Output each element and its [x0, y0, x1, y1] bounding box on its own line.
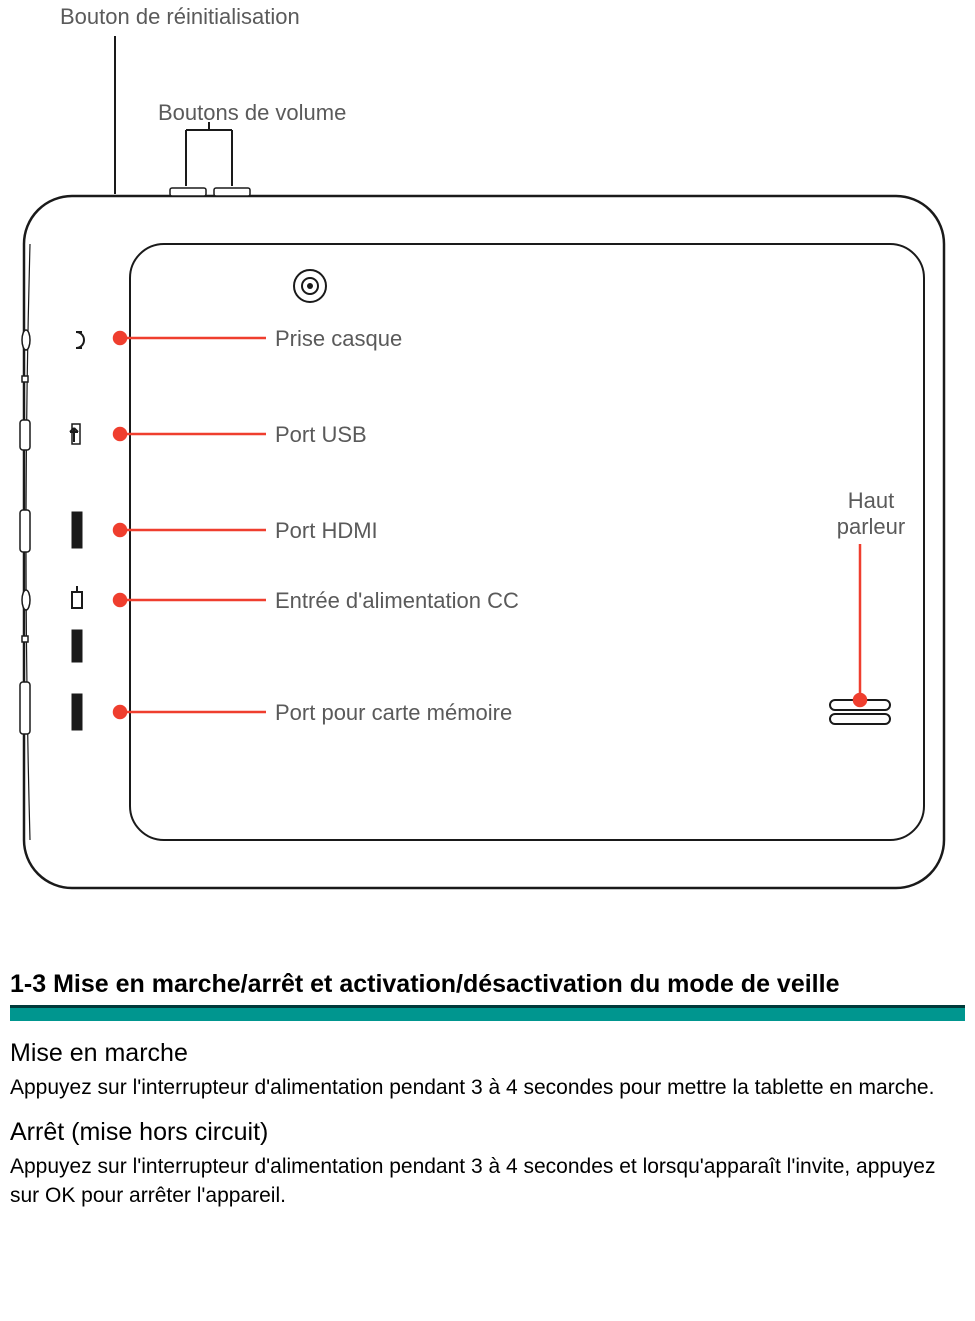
callout-dot-headphone [114, 332, 126, 344]
label-usb-port: Port USB [275, 422, 367, 448]
subheading-power-off: Arrêt (mise hors circuit) [10, 1118, 965, 1147]
section-divider [10, 1005, 965, 1021]
section-heading: 1-3 Mise en marche/arrêt et activation/d… [10, 970, 965, 999]
port-slot-dot-1 [22, 376, 28, 382]
port-slot-5 [20, 682, 30, 734]
port-slot-3 [20, 510, 30, 552]
body-power-off: Appuyez sur l'interrupteur d'alimentatio… [10, 1153, 965, 1210]
label-power-input: Entrée d'alimentation CC [275, 588, 519, 614]
tablet-back-panel [130, 244, 924, 840]
callout-dot-power [114, 594, 126, 606]
label-speaker-line1: Haut [848, 488, 894, 513]
hdmi-icon [72, 512, 82, 548]
microsd-icon [72, 694, 82, 730]
callout-dot-sd [114, 706, 126, 718]
subheading-power-on: Mise en marche [10, 1039, 965, 1068]
label-speaker-line2: parleur [837, 514, 905, 539]
callout-dot-usb [114, 428, 126, 440]
port-slot-1 [22, 330, 30, 350]
label-volume-buttons: Boutons de volume [158, 100, 346, 126]
camera-lens-dot [307, 283, 313, 289]
callout-dot-speaker [854, 694, 866, 706]
text-section: 1-3 Mise en marche/arrêt et activation/d… [0, 970, 975, 1210]
volume-button-2 [214, 188, 250, 196]
reset-text-icon [72, 630, 82, 662]
port-slot-dot-2 [22, 636, 28, 642]
label-hdmi-port: Port HDMI [275, 518, 378, 544]
label-reset-button: Bouton de réinitialisation [60, 4, 300, 30]
body-power-on: Appuyez sur l'interrupteur d'alimentatio… [10, 1074, 965, 1102]
tablet-svg [0, 0, 975, 970]
tablet-diagram: Bouton de réinitialisation Boutons de vo… [0, 0, 975, 970]
port-slot-4 [22, 590, 30, 610]
label-headphone-jack: Prise casque [275, 326, 402, 352]
label-memory-card: Port pour carte mémoire [275, 700, 512, 726]
volume-button-1 [170, 188, 206, 196]
callout-dot-hdmi [114, 524, 126, 536]
port-slot-2 [20, 420, 30, 450]
label-speaker: Haut parleur [826, 488, 916, 541]
